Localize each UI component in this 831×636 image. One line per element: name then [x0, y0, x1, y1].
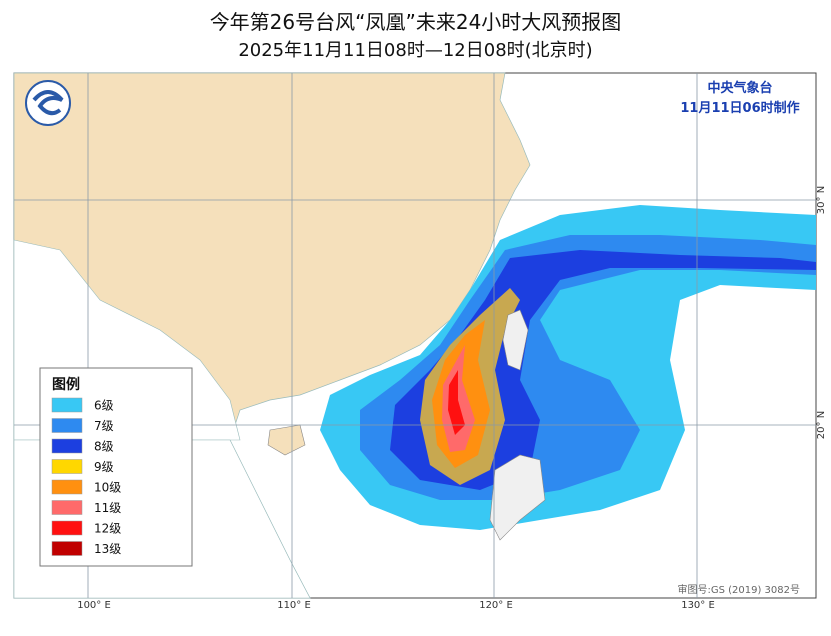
- map-approval: 审图号:GS (2019) 3082号: [677, 583, 800, 596]
- agency-name: 中央气象台: [707, 80, 772, 96]
- legend-swatch: [51, 459, 83, 474]
- legend-swatch: [51, 500, 83, 515]
- legend-label: 11级: [94, 501, 121, 515]
- legend: 图例 6级 7级 8级 9级 10级 11级 12级 13级: [39, 367, 193, 567]
- legend-title: 图例: [52, 376, 80, 393]
- legend-label: 8级: [94, 440, 114, 454]
- lon-label: 110° E: [277, 600, 311, 611]
- map-subtitle: 2025年11月11日08时—12日08时(北京时): [238, 40, 593, 61]
- legend-swatch: [51, 541, 83, 556]
- lat-label: 30° N: [816, 186, 827, 214]
- legend-label: 10级: [94, 481, 121, 495]
- legend-label: 9级: [94, 460, 114, 474]
- lon-label: 120° E: [479, 600, 513, 611]
- legend-swatch: [51, 438, 83, 454]
- legend-label: 6级: [94, 399, 114, 413]
- island: [489, 454, 546, 541]
- island: [502, 309, 529, 371]
- issue-time: 11月11日06时制作: [680, 100, 799, 116]
- island: [267, 424, 306, 456]
- legend-swatch: [51, 397, 83, 413]
- legend-label: 13级: [94, 542, 121, 556]
- lon-label: 100° E: [77, 600, 111, 611]
- legend-swatch: [51, 418, 83, 433]
- map-title: 今年第26号台风“凤凰”未来24小时大风预报图: [209, 10, 622, 34]
- lat-label: 20° N: [816, 411, 827, 439]
- legend-label: 7级: [94, 419, 114, 433]
- legend-swatch: [51, 520, 83, 536]
- legend-label: 12级: [94, 522, 121, 536]
- legend-swatch: [51, 479, 83, 495]
- wind-swath-12: [448, 370, 465, 435]
- lon-label: 130° E: [681, 600, 715, 611]
- logo: [25, 80, 71, 126]
